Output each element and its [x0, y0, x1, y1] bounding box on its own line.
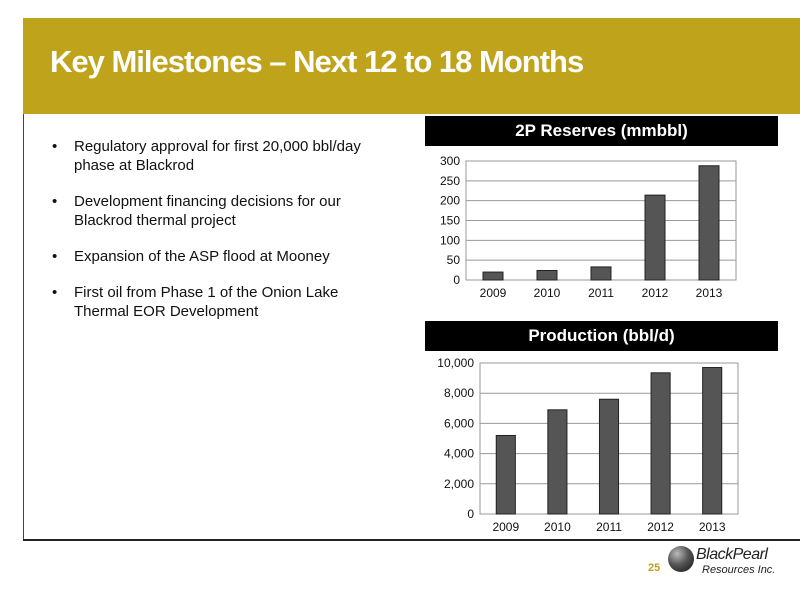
- reserves-chart: 0 50 100 150 200 250 300 2009 2010 2011 2012 2013: [440, 154, 737, 300]
- header-band: [23, 18, 800, 114]
- company-logo: BlackPearl Resources Inc.: [668, 544, 788, 584]
- page-number: 25: [648, 562, 661, 574]
- slide-title: Key Milestones – Next 12 to 18 Months: [50, 44, 584, 79]
- milestone-text: Expansion of the ASP flood at Mooney: [74, 248, 330, 265]
- production-ytick-label: 4,000: [444, 447, 474, 461]
- reserves-ytick-label: 250: [440, 174, 460, 188]
- milestone-item: • Regulatory approval for first 20,000 b…: [52, 137, 382, 175]
- left-divider: [23, 114, 24, 540]
- reserves-bar: [536, 269, 558, 281]
- bullet-icon: •: [52, 138, 58, 155]
- milestone-text: Development financing decisions for our …: [74, 193, 341, 229]
- production-bar: [547, 409, 568, 515]
- reserves-xtick-label: 2012: [642, 286, 669, 300]
- reserves-bar: [482, 271, 504, 281]
- production-xtick-label: 2009: [492, 520, 519, 534]
- reserves-bar: [644, 194, 666, 281]
- logo-subtitle: Resources Inc.: [702, 564, 776, 576]
- bullet-icon: •: [52, 193, 58, 210]
- reserves-ytick-label: 50: [447, 253, 461, 267]
- reserves-xtick-label: 2010: [534, 286, 561, 300]
- production-bar: [495, 434, 516, 515]
- reserves-xtick-label: 2009: [480, 286, 507, 300]
- reserves-chart-title: 2P Reserves (mmbbl): [425, 116, 778, 146]
- reserves-bar: [590, 266, 612, 281]
- reserves-xtick-label: 2013: [696, 286, 723, 300]
- milestone-item: • Expansion of the ASP flood at Mooney: [52, 247, 382, 266]
- bottom-divider: [23, 539, 800, 541]
- production-bar: [702, 367, 723, 515]
- reserves-xtick-label: 2011: [588, 286, 614, 300]
- production-ytick-label: 0: [467, 507, 474, 521]
- production-ytick-label: 8,000: [444, 386, 474, 400]
- bullet-icon: •: [52, 248, 58, 265]
- pearl-icon: [668, 546, 694, 572]
- production-chart: 0 2,000 4,000 6,000 8,000 10,000 2009 2010 2011 2…: [437, 356, 739, 534]
- production-xtick-label: 2013: [699, 520, 726, 534]
- milestone-item: • Development financing decisions for ou…: [52, 192, 382, 230]
- production-ytick-label: 2,000: [444, 477, 474, 491]
- reserves-ytick-label: 150: [440, 214, 460, 228]
- production-xtick-label: 2011: [596, 520, 622, 534]
- production-bar: [650, 372, 671, 515]
- production-ytick-label: 6,000: [444, 416, 474, 430]
- production-bar: [598, 398, 620, 515]
- logo-name: BlackPearl: [696, 546, 768, 563]
- reserves-bar: [698, 165, 720, 281]
- milestone-text: Regulatory approval for first 20,000 bbl…: [74, 138, 361, 174]
- reserves-ytick-label: 0: [453, 273, 460, 287]
- production-ytick-label: 10,000: [437, 356, 474, 370]
- production-xtick-label: 2012: [647, 520, 674, 534]
- reserves-ytick-label: 100: [440, 233, 460, 247]
- milestone-list: • Regulatory approval for first 20,000 b…: [52, 137, 382, 338]
- milestone-item: • First oil from Phase 1 of the Onion La…: [52, 283, 382, 321]
- production-xtick-label: 2010: [544, 520, 571, 534]
- reserves-ytick-label: 200: [440, 194, 460, 208]
- bullet-icon: •: [52, 284, 58, 301]
- reserves-ytick-label: 300: [440, 154, 460, 168]
- milestone-text: First oil from Phase 1 of the Onion Lake…: [74, 284, 339, 320]
- production-chart-title: Production (bbl/d): [425, 321, 778, 351]
